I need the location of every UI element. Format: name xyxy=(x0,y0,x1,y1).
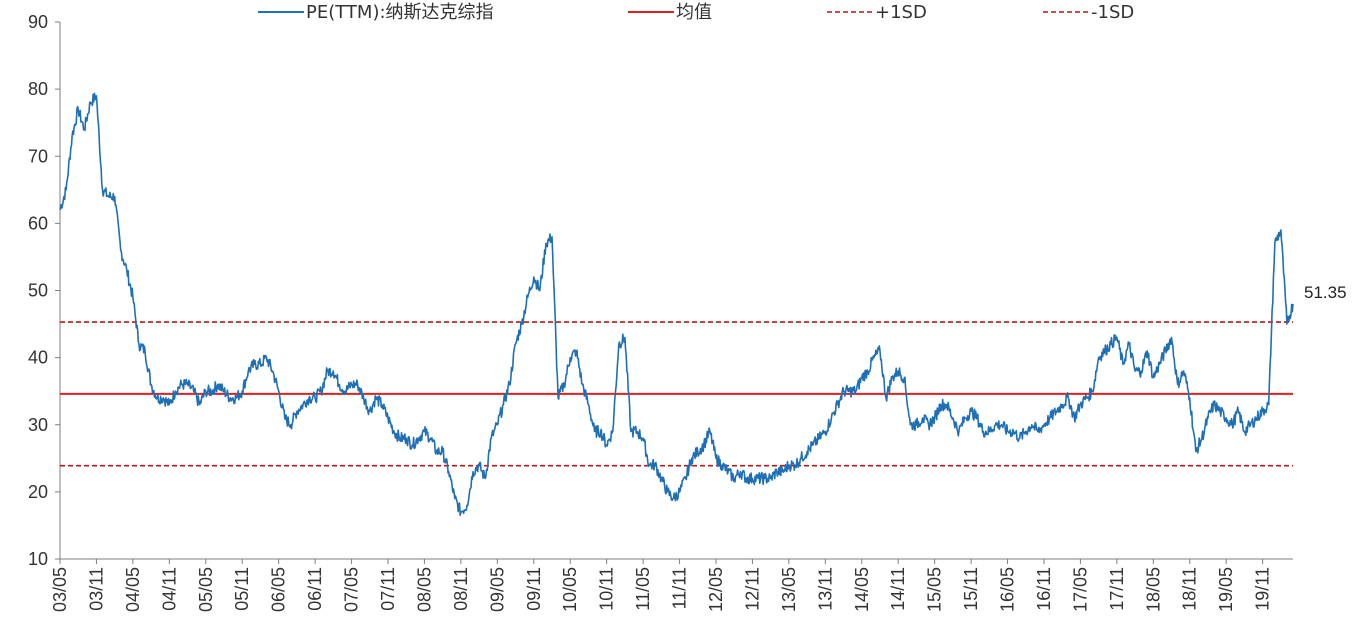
x-tick-label: 04/11 xyxy=(159,567,179,611)
x-tick-label: 14/05 xyxy=(852,567,872,612)
x-tick-label: 19/11 xyxy=(1253,567,1273,611)
x-tick-label: 03/11 xyxy=(86,567,106,611)
series-layer xyxy=(59,92,1294,516)
x-tick-label: 12/05 xyxy=(706,567,726,612)
x-tick-label: 09/11 xyxy=(524,567,544,611)
annotations: 51.35 xyxy=(1304,283,1347,302)
x-tick-label: 06/11 xyxy=(305,567,325,611)
y-tick-label: 20 xyxy=(28,482,48,502)
x-tick-label: 07/11 xyxy=(378,567,398,611)
x-tick-label: 13/05 xyxy=(779,567,799,612)
x-tick-label: 08/05 xyxy=(414,567,434,612)
x-tick-label: 16/11 xyxy=(1034,567,1054,611)
legend-label: 均值 xyxy=(676,2,712,23)
reference-lines xyxy=(60,321,1293,467)
x-tick-label: 08/11 xyxy=(451,567,471,611)
x-tick-label: 11/05 xyxy=(633,567,653,611)
y-tick-label: 70 xyxy=(28,146,48,166)
x-tick-label: 10/11 xyxy=(597,567,617,611)
x-tick-label: 05/05 xyxy=(196,567,216,612)
legend-label: -1SD xyxy=(1091,2,1134,23)
x-tick-label: 15/11 xyxy=(961,567,981,611)
x-tick-label: 07/05 xyxy=(342,567,362,612)
x-tick-label: 19/05 xyxy=(1216,567,1236,612)
x-tick-label: 09/05 xyxy=(487,567,507,612)
x-tick-label: 13/11 xyxy=(815,567,835,611)
y-axis: 10 20 30 40 50 60 70 80 90 xyxy=(28,12,61,569)
x-tick-label: 18/05 xyxy=(1143,567,1163,612)
x-tick-label: 16/05 xyxy=(998,567,1018,612)
x-axis: 03/05 03/11 04/05 04/11 05/05 05/11 06/05 06/11… xyxy=(50,558,1293,612)
x-tick-label: 11/11 xyxy=(670,567,690,609)
x-tick-label: 15/05 xyxy=(925,567,945,612)
last-value-label: 51.35 xyxy=(1304,283,1347,302)
legend-label: PE(TTM):纳斯达克综指 xyxy=(306,2,494,23)
y-tick-label: 10 xyxy=(28,549,48,569)
x-tick-label: 05/11 xyxy=(232,567,252,611)
x-tick-label: 04/05 xyxy=(123,567,143,612)
x-tick-label: 10/05 xyxy=(560,567,580,612)
x-tick-label: 12/11 xyxy=(742,567,762,611)
x-tick-label: 18/11 xyxy=(1180,567,1200,611)
y-tick-label: 60 xyxy=(28,213,48,233)
x-tick-label: 17/05 xyxy=(1070,567,1090,612)
x-tick-label: 06/05 xyxy=(269,567,289,612)
y-tick-label: 80 xyxy=(28,79,48,99)
x-tick-label: 03/05 xyxy=(50,567,70,612)
y-tick-label: 90 xyxy=(28,12,48,32)
legend-label: +1SD xyxy=(875,2,927,23)
x-tick-label: 14/11 xyxy=(888,567,908,611)
x-tick-label: 17/11 xyxy=(1107,567,1127,611)
y-tick-label: 50 xyxy=(28,281,48,301)
y-tick-label: 30 xyxy=(28,415,48,435)
y-tick-label: 40 xyxy=(28,348,48,368)
legend: PE(TTM):纳斯达克综指 均值 +1SD -1SD xyxy=(258,2,1134,23)
series-line-pe-ttm xyxy=(59,92,1294,516)
